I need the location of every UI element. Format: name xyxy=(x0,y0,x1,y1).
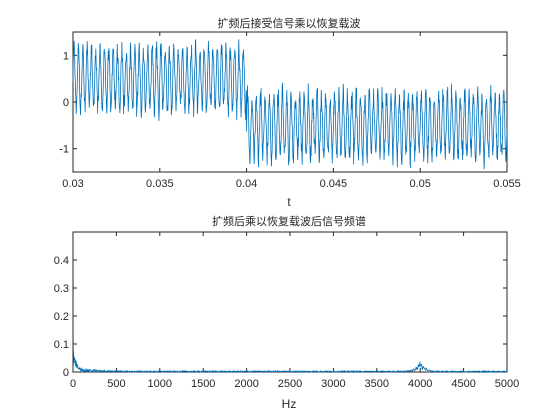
y-tick-label: 0 xyxy=(63,367,69,379)
signal-line xyxy=(72,39,508,170)
plot-area xyxy=(72,231,508,373)
x-tick-label: 0 xyxy=(70,378,76,390)
x-tick-label: 1000 xyxy=(148,378,172,390)
x-tick-label: 0.045 xyxy=(320,178,348,190)
x-tick-label: 3000 xyxy=(321,378,345,390)
x-axis-label: Hz xyxy=(282,397,297,411)
x-tick-label: 0.03 xyxy=(62,178,83,190)
x-tick-label: 4000 xyxy=(408,378,432,390)
axis-ticks: 0.03 0.035 0.04 0.045 0.05 0.055 -1 0 1 xyxy=(59,32,521,190)
x-tick-label: 5000 xyxy=(495,378,519,390)
time-domain-chart: 扩频后接受信号乘以恢复载波 0.03 0.035 0.04 0.045 0.05 0.05… xyxy=(59,16,521,209)
spectrum-line xyxy=(72,348,508,374)
x-tick-label: 0.055 xyxy=(493,178,521,190)
spectrum-chart: 扩频后乘以恢复载波后信号频谱 0 500 1000 1500 2000 2500 3000 3… xyxy=(54,214,520,411)
y-tick-label: -1 xyxy=(59,144,69,156)
y-tick-label: 0 xyxy=(63,97,69,109)
x-tick-label: 0.04 xyxy=(236,178,257,190)
y-tick-label: 0.4 xyxy=(54,255,69,267)
chart-title: 扩频后乘以恢复载波后信号频谱 xyxy=(212,214,366,228)
x-tick-label: 2500 xyxy=(278,378,302,390)
x-tick-label: 4500 xyxy=(451,378,475,390)
x-tick-label: 2000 xyxy=(234,378,258,390)
plot-area xyxy=(72,31,508,173)
x-tick-label: 0.05 xyxy=(409,178,430,190)
x-axis-label: t xyxy=(287,195,291,209)
y-tick-label: 0.3 xyxy=(54,283,69,295)
y-tick-label: 1 xyxy=(63,50,69,62)
axis-ticks: 0 500 1000 1500 2000 2500 3000 3500 4000 4500 5000… xyxy=(54,232,519,390)
x-tick-label: 500 xyxy=(107,378,125,390)
x-tick-label: 1500 xyxy=(191,378,215,390)
chart-title: 扩频后接受信号乘以恢复载波 xyxy=(218,16,361,30)
y-tick-label: 0.1 xyxy=(54,339,69,351)
x-tick-label: 0.035 xyxy=(146,178,174,190)
x-tick-label: 3500 xyxy=(365,378,389,390)
y-tick-label: 0.2 xyxy=(54,311,69,323)
